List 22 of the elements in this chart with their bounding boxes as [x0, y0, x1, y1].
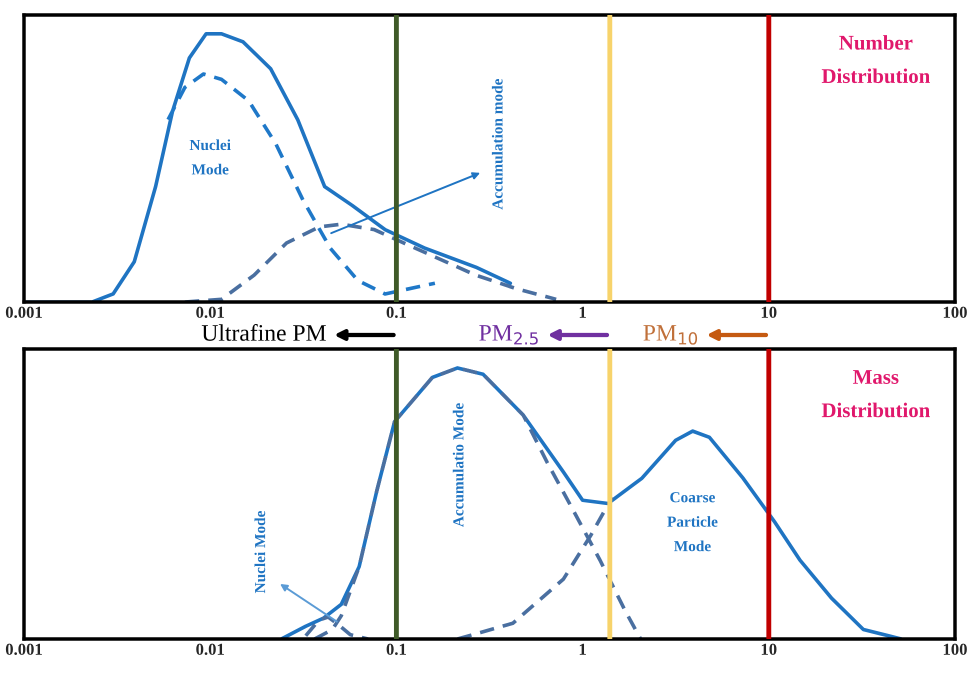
text: Number Distribution: [822, 35, 930, 84]
x-tick-label: 0.01: [196, 306, 224, 318]
text: PM$_{2.5}$: [479, 325, 538, 345]
x-tick-label: 1: [580, 644, 586, 655]
x-tick-label: 10: [762, 306, 776, 318]
x-tick-label: 0.1: [386, 306, 406, 318]
annotation: Accumulation mode: [492, 78, 503, 210]
x-tick-label: 0.01: [196, 644, 224, 655]
text: Mass Distribution: [822, 370, 930, 418]
annotation: Accumulatio Mode: [452, 403, 464, 528]
x-tick-label: 100: [944, 306, 967, 318]
text: PM$_{10}$: [643, 325, 698, 345]
annotation: Nuclei Mode: [254, 511, 266, 594]
x-tick-label: 0.001: [6, 644, 42, 655]
x-tick-label: 10: [762, 644, 776, 655]
x-tick-label: 0.001: [6, 306, 42, 318]
annotation: Coarse Particle Mode: [667, 492, 718, 552]
annotation: Nuclei Mode: [190, 139, 231, 175]
text: Ultrafine PM: [202, 324, 326, 341]
x-tick-label: 100: [944, 644, 967, 655]
x-tick-label: 1: [580, 306, 586, 318]
x-tick-label: 0.1: [386, 644, 406, 655]
